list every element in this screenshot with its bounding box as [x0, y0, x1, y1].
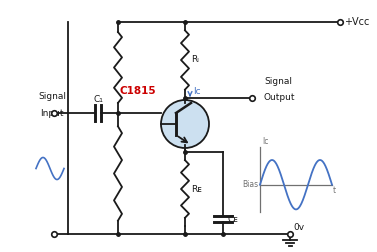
Text: C₁: C₁ — [93, 95, 103, 104]
Text: Cᴇ: Cᴇ — [227, 214, 238, 224]
Text: Iᴄ: Iᴄ — [193, 87, 201, 97]
Text: 0v: 0v — [293, 223, 304, 232]
Text: Rᴇ: Rᴇ — [191, 184, 202, 194]
Text: Rₗ: Rₗ — [191, 55, 199, 65]
Text: Ic: Ic — [262, 137, 268, 146]
Text: +Vcc: +Vcc — [344, 17, 369, 27]
Text: Signal: Signal — [264, 77, 292, 86]
Text: Signal: Signal — [38, 92, 66, 101]
Text: Input: Input — [40, 109, 64, 118]
Circle shape — [161, 100, 209, 148]
Text: Bias: Bias — [242, 180, 258, 189]
Text: Output: Output — [264, 93, 296, 102]
Text: C1815: C1815 — [120, 86, 156, 96]
Text: t: t — [333, 186, 336, 195]
